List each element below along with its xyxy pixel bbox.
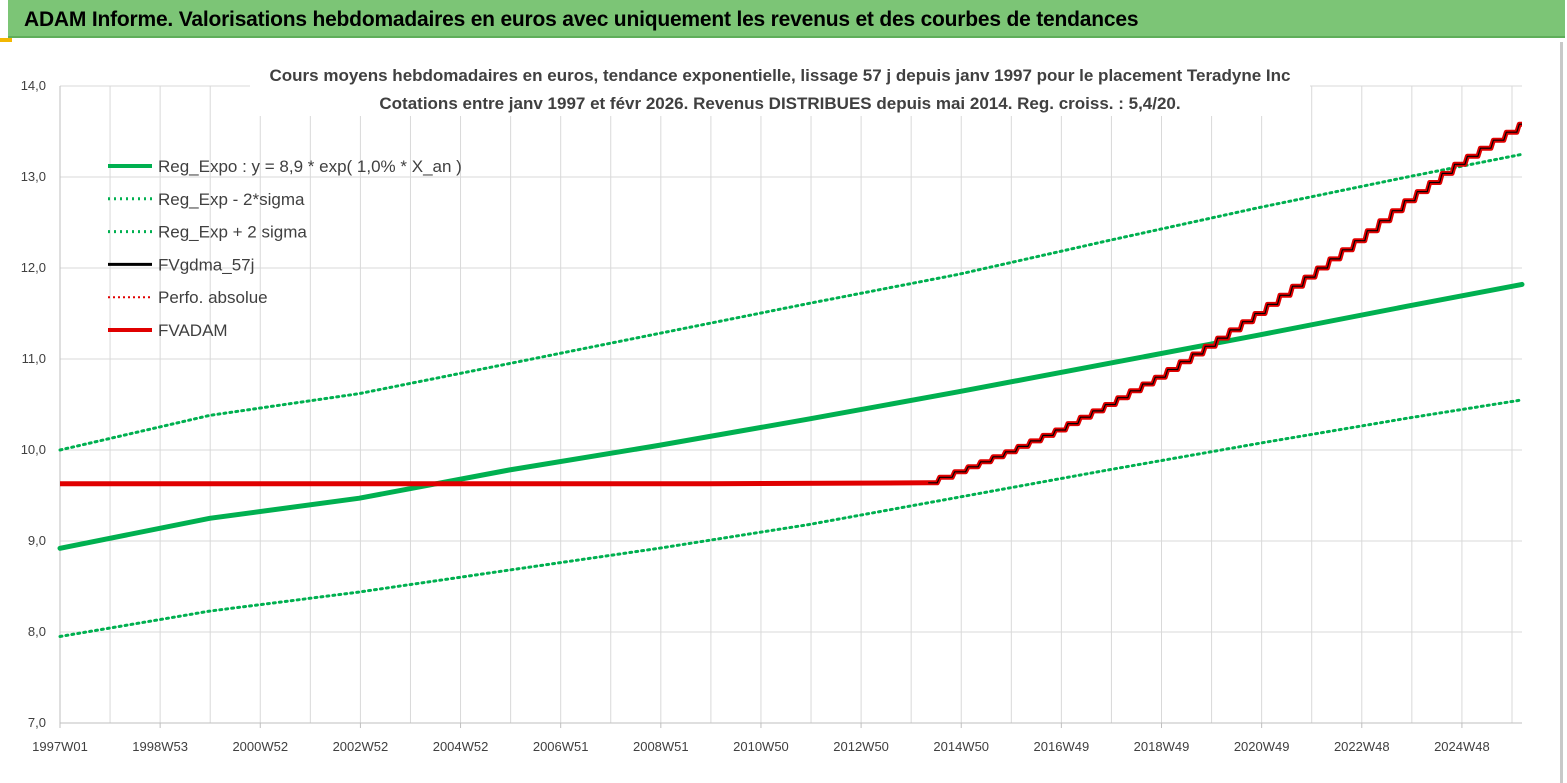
x-tick-label: 1998W53 xyxy=(132,739,188,754)
x-tick-label: 2016W49 xyxy=(1034,739,1090,754)
x-tick-label: 2006W51 xyxy=(533,739,589,754)
legend-label: Perfo. absolue xyxy=(158,288,268,307)
x-tick-label: 2012W50 xyxy=(833,739,889,754)
y-tick-label: 8,0 xyxy=(28,624,46,639)
chart-title: Cours moyens hebdomadaires en euros, ten… xyxy=(270,66,1291,85)
legend-label: FVgdma_57j xyxy=(158,255,254,274)
series-line-2 xyxy=(58,152,1524,452)
header-banner: ADAM Informe. Valorisations hebdomadaire… xyxy=(8,0,1565,38)
legend-label: FVADAM xyxy=(158,321,228,340)
x-tick-label: 2008W51 xyxy=(633,739,689,754)
y-tick-label: 10,0 xyxy=(21,442,46,457)
x-tick-label: 2018W49 xyxy=(1134,739,1190,754)
page-title: ADAM Informe. Valorisations hebdomadaire… xyxy=(24,8,1139,31)
y-tick-label: 12,0 xyxy=(21,260,46,275)
chart-frame xyxy=(0,42,1563,783)
series-line-fvadam-core xyxy=(928,123,1522,484)
y-tick-label: 13,0 xyxy=(21,169,46,184)
title-layer: Cours moyens hebdomadaires en euros, ten… xyxy=(250,60,1310,116)
x-tick-label: 2024W48 xyxy=(1434,739,1490,754)
series-line-1 xyxy=(58,398,1524,638)
x-tick-label: 2014W50 xyxy=(933,739,989,754)
axis-layer: 7,0 8,0 9,0 10,0 11,0 12,0 13,0 14,0 1997W01 1998… xyxy=(21,78,1522,754)
series-line-fvadam xyxy=(60,121,1522,487)
series-line-0 xyxy=(57,281,1525,551)
corner-accent xyxy=(0,38,12,42)
y-tick-label: 11,0 xyxy=(22,351,46,366)
x-tick-label: 2010W50 xyxy=(733,739,789,754)
x-tick-label: 2000W52 xyxy=(232,739,288,754)
x-tick-label: 2004W52 xyxy=(433,739,489,754)
x-tick-label: 2020W49 xyxy=(1234,739,1290,754)
y-tick-label: 7,0 xyxy=(28,715,46,730)
x-tick-label: 2002W52 xyxy=(333,739,389,754)
title-background xyxy=(250,60,1310,116)
chart-subtitle: Cotations entre janv 1997 et févr 2026. … xyxy=(379,94,1180,113)
legend-label: Reg_Exp + 2 sigma xyxy=(158,223,307,242)
x-tick-label: 2022W48 xyxy=(1334,739,1390,754)
legend-label: Reg_Expo : y = 8,9 * exp( 1,0% * X_an ) xyxy=(158,157,462,176)
y-tick-label: 9,0 xyxy=(28,533,46,548)
legend-label: Reg_Exp - 2*sigma xyxy=(158,190,305,209)
x-tick-label: 1997W01 xyxy=(32,739,88,754)
series-layer xyxy=(57,121,1525,638)
y-tick-label: 14,0 xyxy=(21,78,46,93)
legend: Reg_Expo : y = 8,9 * exp( 1,0% * X_an ) R… xyxy=(108,157,462,340)
